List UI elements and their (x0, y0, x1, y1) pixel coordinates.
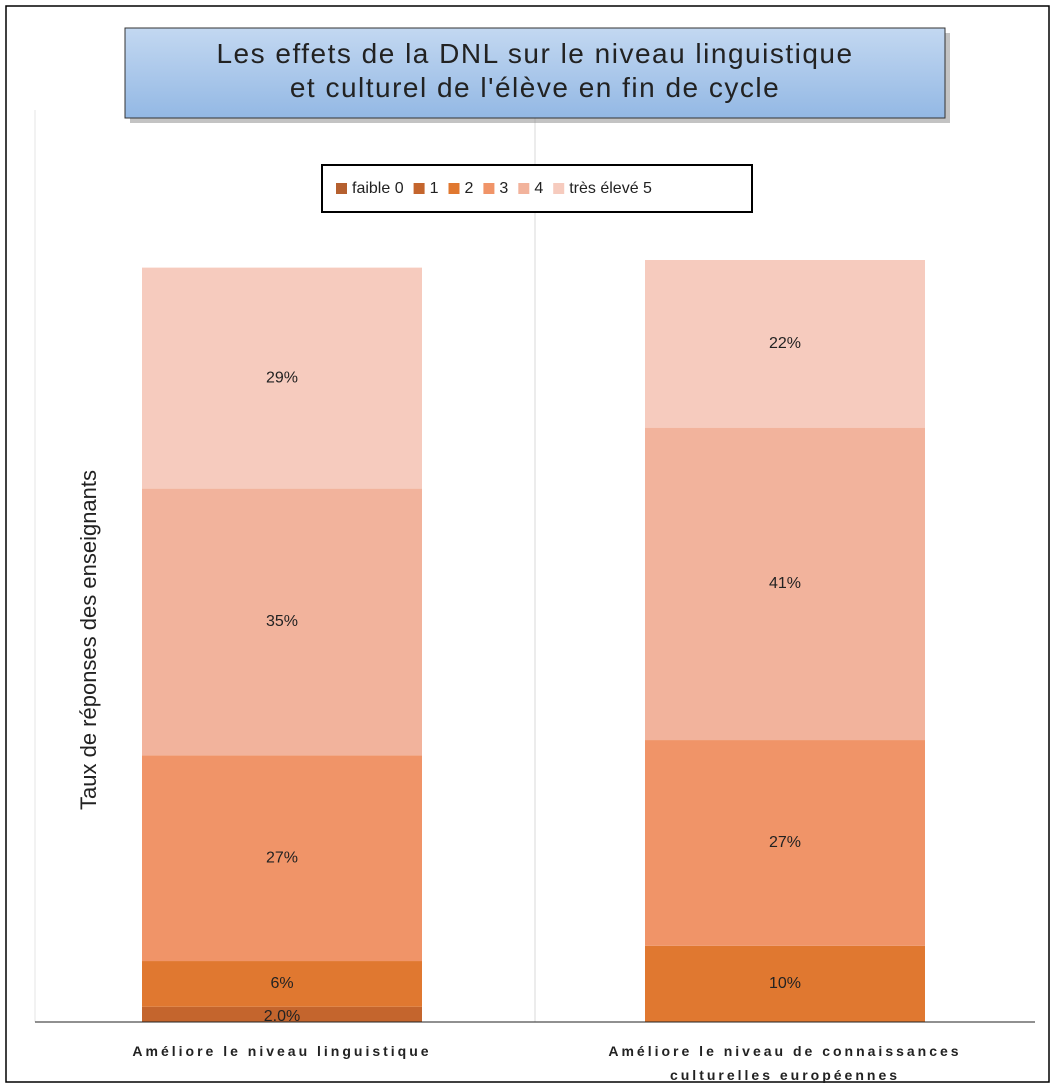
legend-label: 2 (465, 180, 474, 197)
data-label: 27% (769, 834, 801, 851)
x-tick-label: Améliore le niveau de connaissances cultu… (608, 1043, 961, 1083)
data-label: 27% (266, 849, 298, 866)
data-label: 35% (266, 613, 298, 630)
legend-label: très élevé 5 (569, 180, 652, 197)
legend-label: 4 (534, 180, 543, 197)
bar-segment (645, 945, 925, 1022)
bar-segment (645, 740, 925, 946)
bar-segment (142, 267, 422, 489)
data-label: 2.0% (264, 1008, 300, 1025)
title-box (124, 27, 946, 119)
data-label: 41% (769, 575, 801, 592)
legend-label: faible 0 (352, 180, 404, 197)
legend-swatch (518, 183, 530, 194)
legend-box (321, 164, 753, 213)
legend-swatch (553, 183, 565, 194)
data-label: 10% (769, 975, 801, 992)
x-tick-label: Améliore le niveau linguistique (132, 1043, 431, 1059)
bar-segment (142, 961, 422, 1007)
bar-segment (142, 755, 422, 962)
bar-segment (645, 260, 925, 428)
y-axis-label: Taux de réponses des enseignants (76, 470, 101, 810)
legend-swatch (413, 183, 425, 194)
legend-swatch (336, 183, 347, 194)
legend-swatch (448, 183, 460, 194)
data-label: 22% (769, 335, 801, 352)
legend-label: 1 (430, 180, 439, 197)
legend-swatch (483, 183, 495, 194)
chart-title: Les effets de la DNL sur le niveau lingu… (216, 38, 853, 103)
legend-label: 3 (499, 180, 508, 197)
data-label: 6% (270, 975, 293, 992)
bar-segment (142, 1006, 422, 1022)
bar-segment (142, 488, 422, 756)
bar-segment (645, 427, 925, 741)
data-label: 29% (266, 369, 298, 386)
